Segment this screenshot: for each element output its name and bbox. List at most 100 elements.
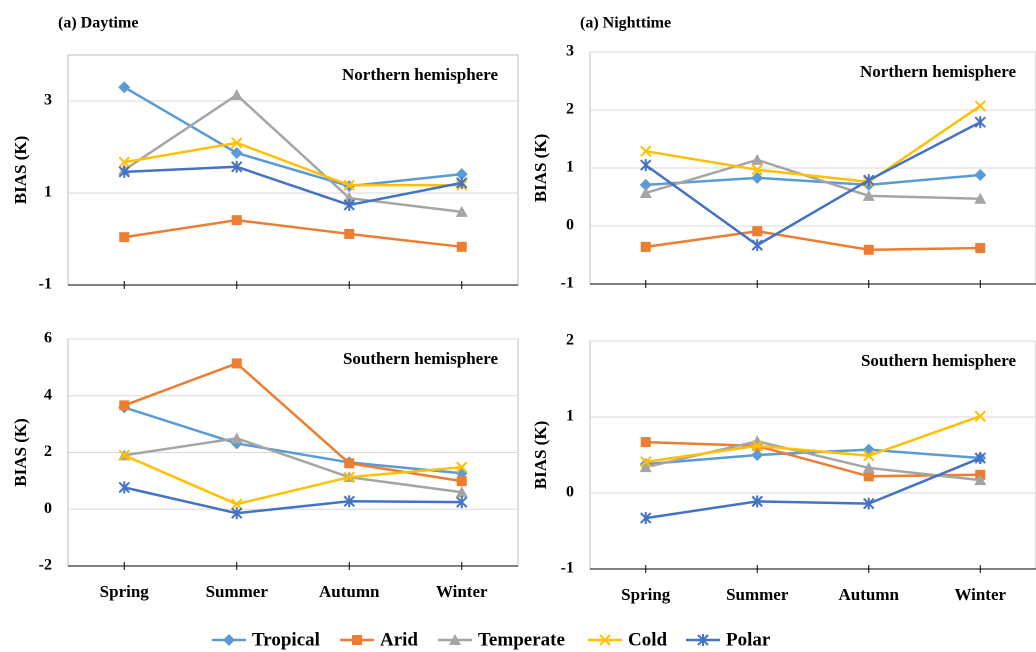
series-line <box>645 173 981 187</box>
marker <box>974 452 986 465</box>
y-tick-label: 1 <box>566 408 574 425</box>
y-tick-label: 0 <box>566 484 574 501</box>
y-tick-label: -1 <box>561 275 574 292</box>
series-line <box>123 406 462 475</box>
marker <box>862 189 875 201</box>
marker <box>974 474 987 486</box>
annotation: Southern hemisphere <box>343 349 499 368</box>
y-tick-label: -1 <box>561 560 574 577</box>
marker <box>231 137 243 149</box>
y-tick-label: 3 <box>44 92 52 109</box>
y-tick-label: 1 <box>566 159 574 176</box>
marker <box>118 156 130 168</box>
marker <box>456 461 468 473</box>
y-tick-label: 0 <box>566 217 574 234</box>
series-line <box>124 437 462 494</box>
marker <box>456 241 467 252</box>
marker <box>640 145 652 157</box>
marker <box>863 471 874 482</box>
marker <box>640 241 651 252</box>
series-line <box>645 121 981 247</box>
series-line <box>645 440 981 478</box>
chart-title: (a) Nighttime <box>580 15 671 32</box>
y-tick-label: 3 <box>566 43 574 60</box>
marker <box>862 461 875 473</box>
marker <box>640 456 652 468</box>
y-tick-label: 1 <box>44 184 52 201</box>
marker <box>231 507 243 520</box>
y-axis-label: BIAS (K) <box>531 421 550 489</box>
marker <box>751 171 764 184</box>
marker <box>974 168 987 181</box>
x-tick-label: Autumn <box>839 585 900 604</box>
marker <box>223 634 235 646</box>
marker <box>639 178 652 191</box>
marker <box>230 432 243 444</box>
marker <box>863 497 875 510</box>
marker <box>974 410 986 422</box>
marker <box>231 215 242 226</box>
y-tick-label: 4 <box>44 386 52 403</box>
y-tick-label: 0 <box>44 500 52 517</box>
marker <box>697 634 709 646</box>
marker <box>119 400 130 411</box>
x-tick-label: Spring <box>100 582 150 601</box>
marker <box>751 153 764 165</box>
marker <box>455 205 468 217</box>
x-tick-label: Autumn <box>319 582 380 601</box>
marker <box>974 100 986 112</box>
y-tick-label: -1 <box>39 276 52 293</box>
marker <box>344 228 355 239</box>
marker <box>863 450 875 462</box>
series-line <box>124 165 462 207</box>
marker <box>118 449 130 462</box>
marker <box>751 495 763 508</box>
legend-label: Arid <box>380 629 418 650</box>
legend-label: Cold <box>628 629 668 650</box>
series-line <box>645 158 981 200</box>
marker <box>751 164 763 176</box>
series-line <box>123 486 462 515</box>
marker <box>344 458 355 469</box>
marker <box>343 192 356 204</box>
y-axis-label: BIAS (K) <box>11 418 30 486</box>
y-axis-label: BIAS (K) <box>531 134 550 202</box>
marker <box>118 81 131 94</box>
marker <box>640 437 651 448</box>
y-tick-label: 2 <box>566 101 574 118</box>
marker <box>640 159 652 172</box>
marker <box>230 89 243 101</box>
marker <box>974 116 986 129</box>
marker <box>752 226 763 237</box>
x-tick-label: Summer <box>206 582 269 601</box>
series-line <box>123 86 462 188</box>
marker <box>863 174 875 187</box>
marker <box>456 176 468 189</box>
marker <box>343 495 355 508</box>
marker <box>343 179 355 191</box>
marker <box>751 440 763 452</box>
marker <box>456 476 467 487</box>
series-line <box>123 361 462 483</box>
y-axis-label: BIAS (K) <box>11 136 30 204</box>
series-line <box>645 104 981 184</box>
marker <box>352 635 362 645</box>
series-line <box>645 448 981 466</box>
y-tick-label: 2 <box>566 332 574 349</box>
marker <box>231 358 242 369</box>
series-line <box>123 454 462 506</box>
marker <box>230 146 243 159</box>
series-line <box>123 93 462 214</box>
series-line <box>645 229 981 252</box>
legend-label: Temperate <box>478 629 565 650</box>
series-line <box>645 456 981 520</box>
x-tick-label: Spring <box>621 585 671 604</box>
annotation: Northern hemisphere <box>860 62 1016 81</box>
series-line <box>124 218 462 249</box>
marker <box>751 239 763 252</box>
marker <box>343 198 355 211</box>
series-line <box>124 141 462 187</box>
x-tick-label: Winter <box>954 585 1006 604</box>
marker <box>118 481 130 494</box>
